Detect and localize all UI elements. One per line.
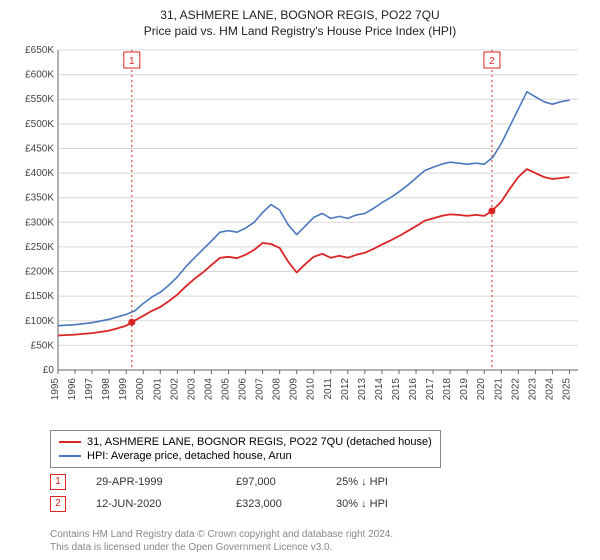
svg-text:2001: 2001 xyxy=(152,378,163,401)
legend-swatch xyxy=(59,455,81,457)
transaction-diff: 25% ↓ HPI xyxy=(336,476,388,488)
svg-text:£350K: £350K xyxy=(25,193,54,204)
svg-text:2008: 2008 xyxy=(272,378,283,401)
svg-text:2012: 2012 xyxy=(340,378,351,401)
transaction-price: £323,000 xyxy=(236,498,306,510)
svg-text:2015: 2015 xyxy=(391,378,402,401)
transaction-marker: 1 xyxy=(50,474,66,490)
svg-text:2025: 2025 xyxy=(561,378,572,401)
svg-text:1: 1 xyxy=(129,56,135,67)
svg-text:£250K: £250K xyxy=(25,242,54,253)
svg-text:£200K: £200K xyxy=(25,267,54,278)
legend-row: HPI: Average price, detached house, Arun xyxy=(59,449,432,463)
footer-line: This data is licensed under the Open Gov… xyxy=(50,541,393,554)
svg-text:2024: 2024 xyxy=(544,378,555,401)
svg-text:£500K: £500K xyxy=(25,119,54,130)
svg-text:2009: 2009 xyxy=(289,378,300,401)
transaction-date: 12-JUN-2020 xyxy=(96,498,206,510)
svg-text:£150K: £150K xyxy=(25,291,54,302)
svg-text:2011: 2011 xyxy=(323,378,334,400)
svg-text:2019: 2019 xyxy=(459,378,470,401)
svg-text:1998: 1998 xyxy=(101,378,112,401)
svg-text:1997: 1997 xyxy=(84,378,95,401)
transaction-diff: 30% ↓ HPI xyxy=(336,498,388,510)
svg-text:2013: 2013 xyxy=(357,378,368,401)
legend: 31, ASHMERE LANE, BOGNOR REGIS, PO22 7QU… xyxy=(50,430,441,468)
footer-attribution: Contains HM Land Registry data © Crown c… xyxy=(50,528,393,554)
svg-text:£300K: £300K xyxy=(25,217,54,228)
transaction-row: 2 12-JUN-2020 £323,000 30% ↓ HPI xyxy=(50,496,388,512)
svg-text:£50K: £50K xyxy=(31,340,55,351)
legend-label: HPI: Average price, detached house, Arun xyxy=(87,450,292,462)
svg-text:£600K: £600K xyxy=(25,70,54,81)
legend-label: 31, ASHMERE LANE, BOGNOR REGIS, PO22 7QU… xyxy=(87,436,432,448)
legend-swatch xyxy=(59,441,81,443)
svg-text:£450K: £450K xyxy=(25,143,54,154)
transaction-date: 29-APR-1999 xyxy=(96,476,206,488)
svg-text:2003: 2003 xyxy=(186,378,197,401)
line-chart-svg: £0 £50K £100K £150K £200K £250K £300K £350K £400… xyxy=(10,42,590,422)
svg-text:2004: 2004 xyxy=(203,378,214,401)
footer-line: Contains HM Land Registry data © Crown c… xyxy=(50,528,393,541)
transaction-row: 1 29-APR-1999 £97,000 25% ↓ HPI xyxy=(50,474,388,490)
svg-text:1999: 1999 xyxy=(118,378,129,401)
svg-text:2017: 2017 xyxy=(425,378,436,401)
svg-text:2005: 2005 xyxy=(220,378,231,401)
legend-row: 31, ASHMERE LANE, BOGNOR REGIS, PO22 7QU… xyxy=(59,435,432,449)
svg-text:£100K: £100K xyxy=(25,316,54,327)
svg-text:1996: 1996 xyxy=(67,378,78,401)
svg-text:2: 2 xyxy=(489,56,495,67)
chart-title: 31, ASHMERE LANE, BOGNOR REGIS, PO22 7QU xyxy=(0,0,600,22)
svg-text:£0: £0 xyxy=(43,365,55,376)
svg-text:2016: 2016 xyxy=(408,378,419,401)
svg-text:2022: 2022 xyxy=(510,378,521,401)
svg-text:2021: 2021 xyxy=(493,378,504,401)
chart-subtitle: Price paid vs. HM Land Registry's House … xyxy=(0,22,600,38)
svg-text:2002: 2002 xyxy=(169,378,180,401)
transaction-price: £97,000 xyxy=(236,476,306,488)
svg-text:2023: 2023 xyxy=(527,378,538,401)
transaction-marker: 2 xyxy=(50,496,66,512)
svg-text:£650K: £650K xyxy=(25,45,54,56)
svg-text:2018: 2018 xyxy=(442,378,453,401)
svg-text:2006: 2006 xyxy=(238,378,249,401)
svg-text:2007: 2007 xyxy=(255,378,266,401)
svg-text:£400K: £400K xyxy=(25,168,54,179)
svg-text:2000: 2000 xyxy=(135,378,146,401)
svg-text:2020: 2020 xyxy=(476,378,487,401)
svg-text:1995: 1995 xyxy=(50,378,61,401)
svg-text:£550K: £550K xyxy=(25,94,54,105)
svg-text:2014: 2014 xyxy=(374,378,385,401)
chart-area: £0 £50K £100K £150K £200K £250K £300K £350K £400… xyxy=(10,42,590,422)
svg-text:2010: 2010 xyxy=(306,378,317,401)
